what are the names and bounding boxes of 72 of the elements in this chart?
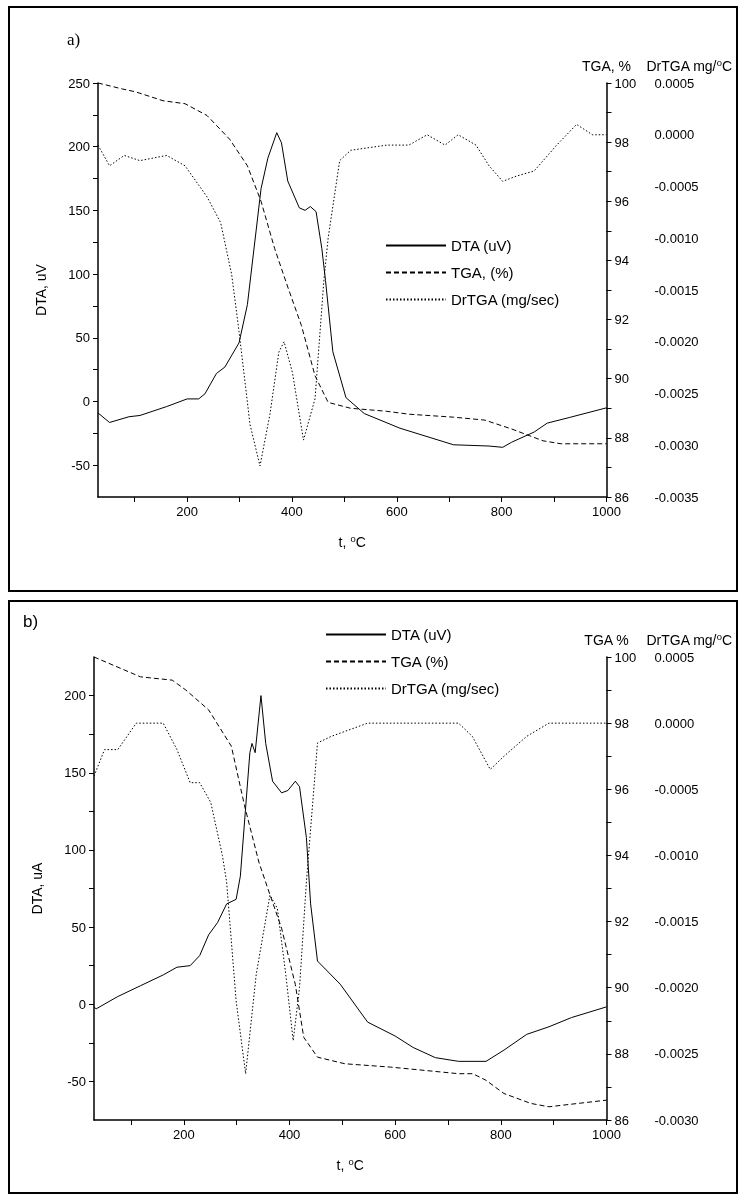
- x-axis-title: t, ⁰C: [338, 534, 366, 550]
- y2-tick-label: 100: [614, 649, 637, 665]
- y2-tick-label: 86: [614, 489, 629, 505]
- x-tick-label: 800: [490, 504, 513, 519]
- y3-tick-label: -0.0010: [654, 847, 699, 863]
- y3-tick-label: -0.0025: [654, 1046, 699, 1062]
- legend-label: DrTGA (mg/sec): [451, 291, 560, 308]
- y-tick-label: -50: [67, 1073, 86, 1089]
- y3-tick-label: 0.0005: [654, 75, 695, 91]
- x-tick-label: 1000: [592, 504, 621, 519]
- y2-tick-label: 98: [614, 715, 629, 731]
- y3-tick-label: -0.0010: [654, 230, 699, 246]
- y3-tick-label: 0.0005: [654, 649, 695, 665]
- y-tick-label: 50: [71, 919, 86, 935]
- legend-label: DrTGA (mg/sec): [391, 680, 500, 697]
- y3-tick-label: -0.0015: [654, 914, 699, 930]
- y3-axis-title: DrTGA mg/⁰C: [646, 632, 733, 648]
- y3-tick-label: -0.0030: [654, 437, 699, 453]
- y-tick-label: 100: [64, 842, 86, 858]
- y3-tick-label: -0.0005: [654, 179, 699, 194]
- y-tick-label: 50: [75, 330, 90, 346]
- y2-tick-label: 92: [614, 914, 629, 930]
- y-tick-label: 250: [68, 75, 90, 91]
- y2-tick-label: 88: [614, 430, 629, 446]
- y2-tick-label: 94: [614, 847, 629, 863]
- x-tick-label: 1000: [592, 1127, 621, 1142]
- y3-tick-label: -0.0030: [654, 1112, 699, 1128]
- y-tick-label: 200: [68, 139, 90, 155]
- y3-tick-label: -0.0025: [654, 386, 699, 401]
- y2-tick-label: 88: [614, 1046, 629, 1062]
- chart-title: b): [23, 612, 39, 631]
- y2-tick-label: 98: [614, 134, 629, 150]
- y-axis-title: DTA, uA: [29, 861, 45, 915]
- y2-tick-label: 100: [614, 75, 637, 91]
- legend-label: TGA, (%): [451, 264, 514, 281]
- y2-tick-label: 90: [614, 980, 629, 996]
- x-tick-label: 800: [489, 1127, 512, 1142]
- y2-tick-label: 92: [614, 312, 629, 328]
- y2-tick-label: 94: [614, 252, 629, 268]
- x-tick-label: 600: [384, 1127, 407, 1142]
- y2-tick-label: 90: [614, 371, 629, 387]
- x-tick-label: 600: [385, 504, 408, 519]
- y-tick-label: 0: [78, 996, 86, 1012]
- y2-axis-title: TGA %: [584, 632, 629, 648]
- y-tick-label: -50: [71, 457, 90, 473]
- legend-label: DTA (uV): [391, 626, 452, 643]
- legend-label: DTA (uV): [451, 237, 512, 254]
- y3-tick-label: 0.0000: [654, 715, 695, 731]
- x-tick-label: 400: [281, 504, 303, 519]
- y2-tick-label: 96: [614, 193, 629, 209]
- y3-tick-label: -0.0020: [654, 980, 699, 996]
- x-axis-title: t, ⁰C: [336, 1157, 364, 1173]
- y3-axis-title: DrTGA mg/⁰C: [646, 58, 733, 74]
- y-tick-label: 100: [68, 266, 90, 282]
- y-tick-label: 200: [64, 688, 86, 704]
- y2-tick-label: 96: [614, 781, 629, 797]
- y3-tick-label: 0.0000: [654, 127, 695, 143]
- legend-label: TGA (%): [391, 653, 449, 670]
- x-tick-label: 200: [176, 504, 198, 519]
- chart-title: a): [67, 30, 81, 49]
- y2-axis-title: TGA, %: [581, 58, 632, 74]
- y-tick-label: 150: [68, 202, 90, 218]
- y3-tick-label: -0.0015: [654, 282, 699, 298]
- y3-tick-label: -0.0005: [654, 781, 699, 797]
- y-tick-label: 150: [64, 765, 86, 781]
- x-tick-label: 200: [172, 1127, 195, 1142]
- y3-tick-label: -0.0020: [654, 334, 699, 350]
- y3-tick-label: -0.0035: [654, 489, 699, 505]
- y2-tick-label: 86: [614, 1112, 629, 1128]
- y-tick-label: 0: [82, 393, 90, 409]
- y-axis-title: DTA, uV: [33, 263, 49, 316]
- x-tick-label: 400: [278, 1127, 301, 1142]
